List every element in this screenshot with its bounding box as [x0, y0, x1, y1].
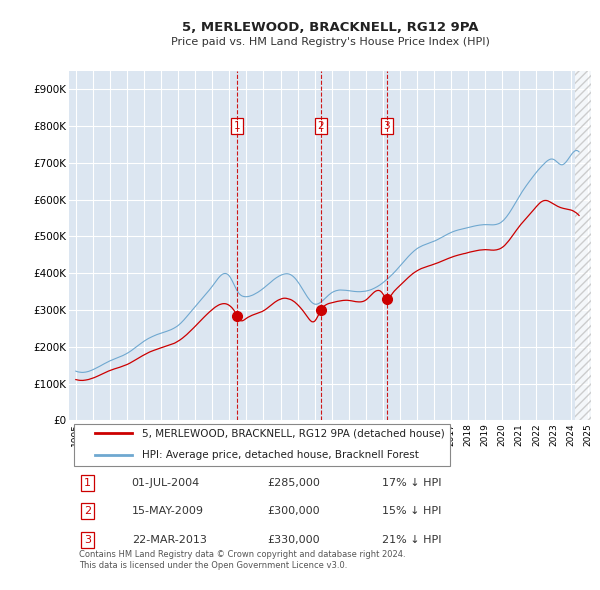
Text: 2: 2 [317, 121, 324, 131]
Text: 01-JUL-2004: 01-JUL-2004 [131, 478, 200, 488]
Text: 21% ↓ HPI: 21% ↓ HPI [382, 535, 442, 545]
Text: 1: 1 [84, 478, 91, 488]
Text: 15% ↓ HPI: 15% ↓ HPI [382, 506, 442, 516]
Text: 3: 3 [84, 535, 91, 545]
Text: £300,000: £300,000 [268, 506, 320, 516]
Text: Price paid vs. HM Land Registry's House Price Index (HPI): Price paid vs. HM Land Registry's House … [170, 37, 490, 47]
Text: 22-MAR-2013: 22-MAR-2013 [131, 535, 206, 545]
Text: 5, MERLEWOOD, BRACKNELL, RG12 9PA: 5, MERLEWOOD, BRACKNELL, RG12 9PA [182, 21, 478, 34]
Text: 15-MAY-2009: 15-MAY-2009 [131, 506, 203, 516]
Text: 1: 1 [234, 121, 241, 131]
Text: HPI: Average price, detached house, Bracknell Forest: HPI: Average price, detached house, Brac… [142, 450, 419, 460]
Text: 2: 2 [84, 506, 91, 516]
Text: £285,000: £285,000 [268, 478, 320, 488]
Text: 5, MERLEWOOD, BRACKNELL, RG12 9PA (detached house): 5, MERLEWOOD, BRACKNELL, RG12 9PA (detac… [142, 428, 445, 438]
FancyBboxPatch shape [74, 424, 450, 466]
Text: £330,000: £330,000 [268, 535, 320, 545]
Text: 17% ↓ HPI: 17% ↓ HPI [382, 478, 442, 488]
Text: Contains HM Land Registry data © Crown copyright and database right 2024.
This d: Contains HM Land Registry data © Crown c… [79, 550, 406, 570]
Text: 3: 3 [383, 121, 390, 131]
